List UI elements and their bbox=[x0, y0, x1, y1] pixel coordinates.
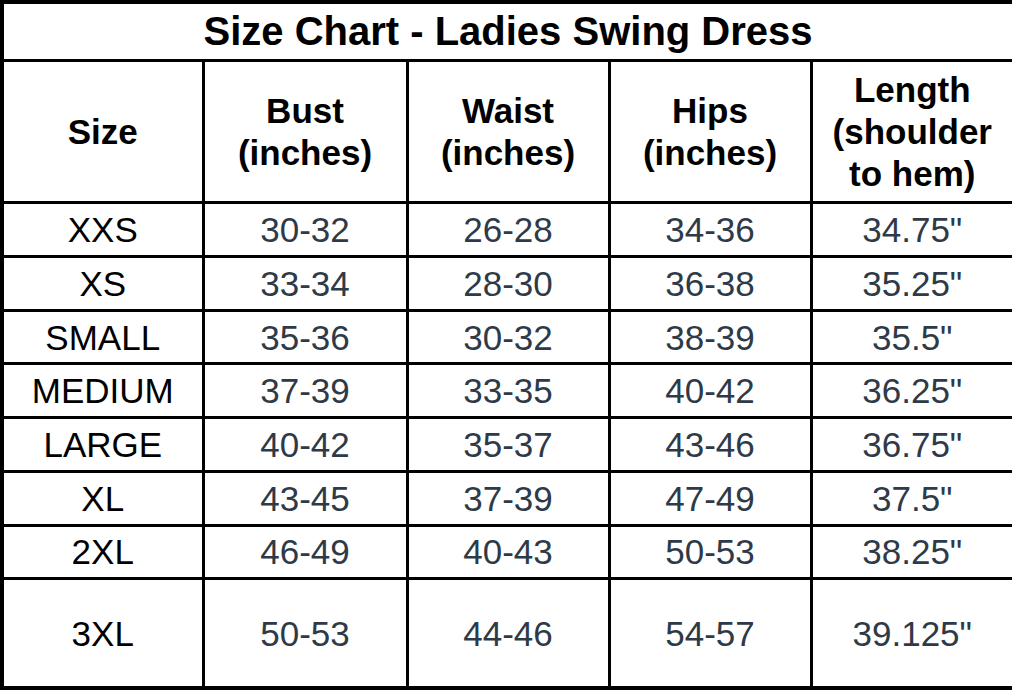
bust-cell: 46-49 bbox=[203, 525, 407, 579]
length-cell: 38.25" bbox=[811, 525, 1012, 579]
waist-cell: 26-28 bbox=[407, 203, 609, 257]
waist-cell: 44-46 bbox=[407, 579, 609, 688]
table-row-xl: XL 43-45 37-39 47-49 37.5" bbox=[2, 471, 1012, 525]
column-header-length: Length (shoulder to hem) bbox=[811, 60, 1012, 202]
hips-cell: 43-46 bbox=[609, 418, 811, 472]
column-header-bust: Bust (inches) bbox=[203, 60, 407, 202]
bust-cell: 43-45 bbox=[203, 471, 407, 525]
table-row-xxs: XXS 30-32 26-28 34-36 34.75" bbox=[2, 203, 1012, 257]
waist-cell: 40-43 bbox=[407, 525, 609, 579]
length-cell: 39.125" bbox=[811, 579, 1012, 688]
table-row-large: LARGE 40-42 35-37 43-46 36.75" bbox=[2, 418, 1012, 472]
size-cell: MEDIUM bbox=[2, 364, 203, 418]
title-row: Size Chart - Ladies Swing Dress bbox=[2, 2, 1012, 60]
length-cell: 36.25" bbox=[811, 364, 1012, 418]
column-header-waist: Waist (inches) bbox=[407, 60, 609, 202]
waist-cell: 28-30 bbox=[407, 256, 609, 310]
size-cell: 3XL bbox=[2, 579, 203, 688]
hips-cell: 47-49 bbox=[609, 471, 811, 525]
bust-cell: 33-34 bbox=[203, 256, 407, 310]
size-cell: XXS bbox=[2, 203, 203, 257]
length-cell: 35.25" bbox=[811, 256, 1012, 310]
bust-cell: 40-42 bbox=[203, 418, 407, 472]
length-cell: 36.75" bbox=[811, 418, 1012, 472]
table-row-xs: XS 33-34 28-30 36-38 35.25" bbox=[2, 256, 1012, 310]
hips-cell: 38-39 bbox=[609, 310, 811, 364]
table-row-small: SMALL 35-36 30-32 38-39 35.5" bbox=[2, 310, 1012, 364]
size-cell: XS bbox=[2, 256, 203, 310]
size-cell: 2XL bbox=[2, 525, 203, 579]
column-header-size: Size bbox=[2, 60, 203, 202]
waist-cell: 37-39 bbox=[407, 471, 609, 525]
hips-cell: 50-53 bbox=[609, 525, 811, 579]
table-row-2xl: 2XL 46-49 40-43 50-53 38.25" bbox=[2, 525, 1012, 579]
size-chart-table: Size Chart - Ladies Swing Dress Size Bus… bbox=[0, 0, 1012, 690]
column-header-hips: Hips (inches) bbox=[609, 60, 811, 202]
hips-cell: 36-38 bbox=[609, 256, 811, 310]
size-cell: LARGE bbox=[2, 418, 203, 472]
waist-cell: 33-35 bbox=[407, 364, 609, 418]
hips-cell: 34-36 bbox=[609, 203, 811, 257]
hips-cell: 54-57 bbox=[609, 579, 811, 688]
table-row-medium: MEDIUM 37-39 33-35 40-42 36.25" bbox=[2, 364, 1012, 418]
length-cell: 37.5" bbox=[811, 471, 1012, 525]
length-cell: 34.75" bbox=[811, 203, 1012, 257]
page-title: Size Chart - Ladies Swing Dress bbox=[2, 2, 1012, 60]
size-cell: SMALL bbox=[2, 310, 203, 364]
waist-cell: 35-37 bbox=[407, 418, 609, 472]
bust-cell: 37-39 bbox=[203, 364, 407, 418]
header-row: Size Bust (inches) Waist (inches) Hips (… bbox=[2, 60, 1012, 202]
table-row-3xl: 3XL 50-53 44-46 54-57 39.125" bbox=[2, 579, 1012, 688]
bust-cell: 30-32 bbox=[203, 203, 407, 257]
hips-cell: 40-42 bbox=[609, 364, 811, 418]
size-cell: XL bbox=[2, 471, 203, 525]
bust-cell: 35-36 bbox=[203, 310, 407, 364]
waist-cell: 30-32 bbox=[407, 310, 609, 364]
bust-cell: 50-53 bbox=[203, 579, 407, 688]
length-cell: 35.5" bbox=[811, 310, 1012, 364]
